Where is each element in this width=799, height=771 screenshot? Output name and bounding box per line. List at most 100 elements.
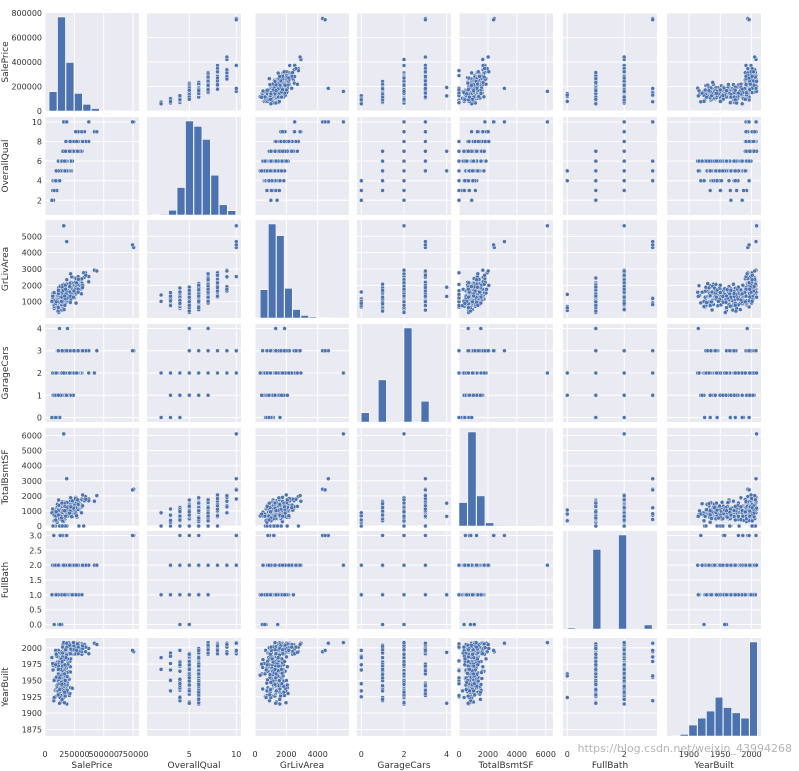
scatter-point [401,119,407,125]
scatter-point [130,119,135,125]
scatter-point [401,129,407,134]
scatter-point [444,285,449,290]
scatter-point [51,188,57,193]
scatter-point [456,68,462,73]
scatter-point [380,178,385,183]
scatter-point [359,101,364,107]
scatter-point [279,158,285,164]
scatter-point [423,69,428,75]
scatter-point [168,294,173,299]
scatter-point [74,280,79,285]
scatter-point [622,129,627,134]
scatter-point [481,94,487,100]
scatter-point [64,277,70,282]
scatter-point [423,285,428,290]
scatter-point [289,86,294,91]
scatter-point [61,223,66,229]
scatter-point [743,168,748,174]
scatter-point [259,168,264,174]
scatter-point [491,119,496,125]
scatter-point [215,294,220,299]
scatter-point [696,168,701,174]
scatter-point [650,86,655,91]
scatter-point [486,69,491,74]
scatter-point [297,54,303,60]
scatter-point [465,80,471,86]
scatter-point [401,188,407,193]
scatter-point [196,299,201,304]
scatter-point [710,80,715,85]
scatter-point [486,139,491,144]
scatter-point [502,86,507,91]
histogram-bar-GrLivArea-7 [317,317,326,319]
scatter-point [622,69,627,75]
scatter-point [380,158,385,164]
scatter-point [464,158,469,164]
scatter-point [740,198,745,203]
scatter-point [751,139,756,144]
scatter-point [286,139,291,144]
scatter-point [466,87,471,92]
scatter-point [469,129,474,134]
scatter-point [75,149,80,154]
scatter-point [593,198,598,203]
scatter-point [751,69,756,75]
scatter-point [215,82,220,87]
scatter-point [471,158,476,164]
scatter-point [292,119,297,125]
scatter-point [423,303,428,308]
scatter-point [461,149,467,154]
scatter-point [423,299,428,304]
scatter-point [287,63,292,68]
histogram-bar-GrLivArea-4 [292,309,301,319]
scatter-point [423,82,428,87]
panel-OverallQual-vs-SalePrice [44,117,139,215]
scatter-point [622,188,627,193]
scatter-point [475,81,480,87]
histogram-bar-OverallQual-2 [168,210,177,216]
panel-GrLivArea-vs-SalePrice [44,220,139,318]
scatter-point [622,75,627,81]
histogram-bar-OverallQual-3 [176,187,186,216]
scatter-point [71,288,77,294]
scatter-point [86,119,92,125]
scatter-point [650,92,655,98]
scatter-point [718,188,723,193]
scatter-point [478,91,484,96]
scatter-point [205,287,211,292]
scatter-point [740,86,745,92]
scatter-point [205,299,211,304]
scatter-point [709,93,714,99]
scatter-point [482,74,487,80]
scatter-point [731,158,737,164]
scatter-point [267,82,273,87]
scatter-point [268,91,274,97]
scatter-point [359,188,364,193]
scatter-point [341,89,346,94]
scatter-point [187,97,192,102]
scatter-point [593,70,598,75]
scatter-point [423,168,428,174]
scatter-point [466,139,472,144]
scatter-point [215,280,220,285]
scatter-point [94,129,100,134]
scatter-point [699,90,705,96]
histogram-bar-SalePrice-3 [74,93,83,112]
scatter-point [380,188,385,193]
panel-GrLivArea-vs-TotalBsmtSF [456,220,553,318]
panel-SalePrice-vs-GrLivArea [254,12,349,112]
scatter-point [743,97,748,102]
scatter-point [380,168,385,174]
scatter-point [456,178,462,183]
scatter-point [456,168,462,174]
scatter-point [477,74,482,79]
scatter-point [466,178,471,183]
panel-SalePrice-vs-OverallQual [147,12,241,112]
scatter-point [187,87,192,93]
scatter-point [401,75,407,81]
scatter-point [565,92,570,98]
scatter-point [565,168,570,174]
scatter-point [714,178,720,183]
scatter-point [462,178,467,183]
scatter-point [752,129,757,134]
